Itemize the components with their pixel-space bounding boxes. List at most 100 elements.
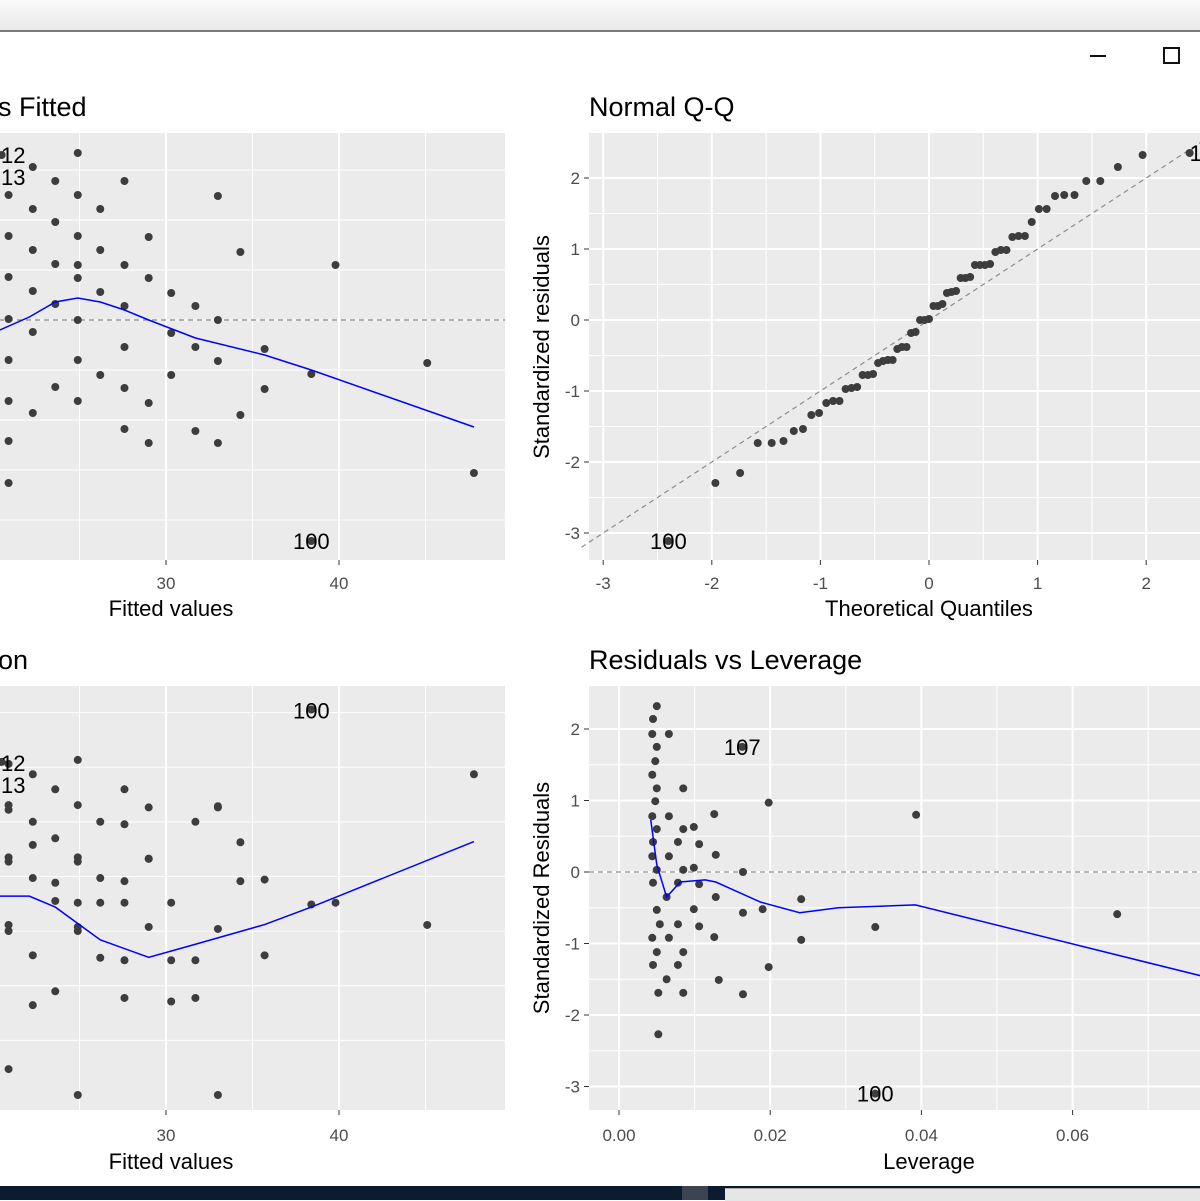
data-point (331, 261, 340, 269)
smooth-line (0, 297, 475, 428)
data-point (96, 288, 105, 296)
plot-title-scale-location: on (0, 645, 28, 675)
data-point (96, 817, 105, 826)
data-point (236, 411, 245, 419)
data-point (120, 898, 129, 907)
data-point (213, 192, 222, 200)
data-point (4, 273, 13, 281)
y-tick-label: 0 (571, 863, 580, 882)
data-point (51, 834, 60, 843)
point-label: 100 (857, 1082, 894, 1107)
plot-title-normal-qq: Normal Q-Q (589, 92, 735, 122)
data-point (1113, 910, 1122, 919)
data-point (96, 874, 105, 883)
x-tick-label: -2 (704, 574, 719, 593)
data-point (144, 854, 153, 863)
data-point (51, 987, 60, 996)
data-point (738, 868, 747, 876)
data-point (73, 926, 82, 935)
data-point (1020, 232, 1029, 240)
data-point (695, 922, 704, 931)
data-point (307, 537, 316, 545)
data-point (649, 960, 658, 969)
data-point (28, 840, 37, 849)
data-point (738, 990, 747, 999)
data-point (120, 384, 129, 392)
data-point (689, 863, 698, 872)
data-point (213, 439, 222, 447)
data-point (191, 993, 200, 1002)
data-point (213, 1091, 222, 1099)
point-label: 100 (293, 698, 330, 723)
data-point (96, 898, 105, 907)
data-point (679, 865, 688, 874)
x-tick-label: 0.06 (1056, 1126, 1089, 1145)
point-label: 12 (1, 751, 25, 776)
data-point (191, 817, 200, 826)
data-point (120, 177, 129, 185)
data-point (73, 232, 82, 240)
data-point (96, 246, 105, 254)
data-point (144, 274, 153, 282)
data-point (711, 479, 720, 487)
data-point (167, 997, 176, 1006)
data-point (711, 893, 720, 902)
data-point (711, 850, 720, 859)
data-point (1060, 191, 1069, 199)
data-point (738, 908, 747, 917)
data-point (73, 149, 82, 157)
data-point (798, 425, 807, 433)
x-axis-title-fitted: Fitted values (109, 596, 234, 621)
data-point (307, 705, 316, 714)
data-point (331, 898, 340, 907)
x-axis-title-quantiles: Theoretical Quantiles (825, 596, 1033, 621)
data-point (1008, 233, 1017, 241)
data-point (28, 409, 37, 417)
data-point (4, 232, 13, 240)
data-point (662, 975, 671, 984)
data-point (0, 151, 6, 159)
data-point (213, 357, 222, 365)
data-point (1082, 177, 1091, 185)
taskbar-window-strip[interactable] (725, 1188, 1200, 1201)
data-point (260, 875, 269, 884)
y-tick-label: -3 (565, 1078, 580, 1097)
data-point (710, 810, 719, 819)
data-point (664, 812, 673, 821)
data-point (73, 755, 82, 764)
data-point (1027, 218, 1036, 226)
data-point (714, 975, 723, 984)
data-point (996, 246, 1005, 254)
minimize-icon[interactable] (1085, 42, 1111, 68)
data-point (73, 274, 82, 282)
point-label: 12 (1, 143, 25, 168)
data-point (120, 261, 129, 269)
data-point (651, 757, 660, 766)
data-point (652, 825, 661, 834)
data-point (835, 397, 844, 405)
x-tick-label: 1 (1033, 574, 1042, 593)
data-point (925, 315, 933, 323)
data-point (4, 926, 13, 935)
data-point (4, 479, 13, 487)
data-point (912, 810, 921, 819)
data-point (764, 798, 773, 807)
data-point (673, 837, 682, 846)
data-point (652, 948, 661, 957)
data-point (213, 316, 222, 324)
data-point (73, 356, 82, 364)
data-point (167, 289, 176, 297)
data-point (167, 329, 176, 337)
data-point (307, 370, 316, 378)
plot-title-residuals-fitted: s Fitted (0, 92, 87, 122)
data-point (869, 370, 878, 378)
data-point (648, 812, 657, 821)
maximize-icon[interactable] (1158, 42, 1184, 68)
data-point (789, 427, 798, 435)
data-point (191, 343, 200, 351)
data-point (423, 359, 432, 367)
y-axis-title-leverage: Standardized Residuals (529, 782, 554, 1014)
window-titlebar[interactable] (0, 0, 1200, 32)
data-point (236, 248, 245, 256)
taskbar-app-icon[interactable] (682, 1186, 708, 1200)
